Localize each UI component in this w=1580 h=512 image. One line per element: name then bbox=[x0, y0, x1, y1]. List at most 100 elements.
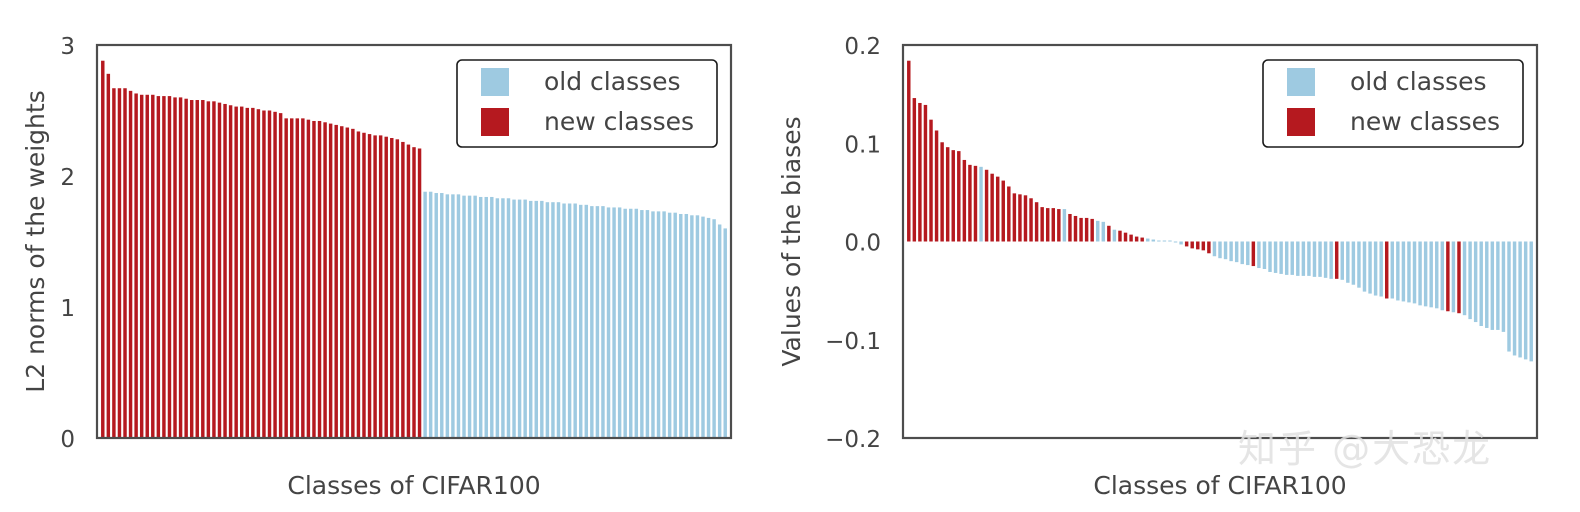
bar-new-class bbox=[417, 148, 422, 439]
bar-new-class bbox=[184, 98, 188, 439]
plot-frame bbox=[901, 43, 1539, 440]
bar-new-class bbox=[1184, 241, 1189, 247]
bar-new-class bbox=[323, 122, 327, 438]
bar-old-class bbox=[562, 203, 566, 438]
bar-old-class bbox=[545, 202, 550, 438]
bar-old-class bbox=[1246, 241, 1250, 266]
bar-new-class bbox=[245, 107, 249, 438]
bar-old-class bbox=[1440, 241, 1445, 311]
bar-old-class bbox=[1262, 241, 1267, 270]
y-tick-label: 0.0 bbox=[844, 231, 881, 257]
bar-old-class bbox=[540, 200, 544, 438]
bar-old-class bbox=[551, 202, 555, 438]
bar-new-class bbox=[290, 118, 294, 439]
bar-new-class bbox=[234, 106, 238, 438]
bar-old-class bbox=[1496, 241, 1500, 330]
bar-old-class bbox=[1368, 241, 1372, 294]
bar-new-class bbox=[1129, 234, 1133, 242]
bar-new-class bbox=[362, 132, 366, 438]
bar-old-class bbox=[1234, 241, 1239, 263]
bar-old-class bbox=[723, 228, 727, 438]
bar-new-class bbox=[1201, 241, 1206, 251]
bar-old-class bbox=[1523, 241, 1528, 360]
bar-new-class bbox=[1446, 241, 1450, 312]
bar-new-class bbox=[317, 120, 322, 438]
bar-new-class bbox=[1045, 208, 1050, 242]
bar-new-class bbox=[995, 176, 1000, 242]
bar-old-class bbox=[1507, 241, 1511, 352]
bar-old-class bbox=[1423, 241, 1428, 307]
bar-old-class bbox=[1323, 241, 1328, 278]
bar-old-class bbox=[590, 206, 594, 438]
bar-new-class bbox=[151, 94, 155, 438]
bar-old-class bbox=[1501, 241, 1506, 332]
bar-old-class bbox=[573, 203, 577, 438]
bar-new-class bbox=[973, 165, 978, 242]
bar-new-class bbox=[351, 128, 355, 438]
bar-new-class bbox=[217, 102, 222, 438]
bar-new-class bbox=[412, 147, 416, 438]
bar-old-class bbox=[451, 194, 455, 438]
bar-old-class bbox=[1473, 241, 1478, 323]
bar-old-class bbox=[423, 191, 427, 438]
legend-label: old classes bbox=[1350, 67, 1487, 96]
bar-old-class bbox=[1357, 241, 1361, 288]
legend-swatch-old bbox=[1287, 68, 1315, 96]
bar-new-class bbox=[340, 126, 344, 438]
bar-old-class bbox=[645, 210, 650, 438]
bar-new-class bbox=[929, 119, 933, 242]
bar-old-class bbox=[651, 211, 655, 438]
bar-new-class bbox=[251, 107, 255, 438]
bar-new-class bbox=[378, 135, 383, 438]
bar-old-class bbox=[673, 212, 677, 438]
bar-new-class bbox=[962, 159, 967, 242]
bar-new-class bbox=[1034, 202, 1039, 242]
bar-old-class bbox=[1240, 241, 1244, 265]
bar-old-class bbox=[1412, 241, 1417, 304]
bars bbox=[907, 60, 1533, 362]
bar-new-class bbox=[1073, 215, 1078, 242]
bar-old-class bbox=[1312, 241, 1317, 277]
bar-new-class bbox=[212, 101, 216, 438]
bar-old-class bbox=[484, 196, 488, 438]
bar-new-class bbox=[1457, 241, 1461, 314]
bar-new-class bbox=[1190, 241, 1194, 249]
bar-new-class bbox=[273, 111, 277, 438]
bar-new-class bbox=[312, 120, 316, 438]
x-axis-label: Classes of CIFAR100 bbox=[1093, 471, 1346, 500]
bar-new-class bbox=[101, 60, 105, 438]
bar-old-class bbox=[623, 208, 627, 438]
bar-old-class bbox=[1162, 240, 1167, 242]
bar-old-class bbox=[1379, 241, 1383, 297]
bar-old-class bbox=[1168, 240, 1172, 242]
bar-old-class bbox=[1429, 241, 1433, 308]
bar-new-class bbox=[1057, 209, 1061, 242]
bar-old-class bbox=[467, 195, 472, 438]
bar-old-class bbox=[1301, 241, 1306, 276]
bar-old-class bbox=[606, 207, 611, 438]
bar-new-class bbox=[1001, 180, 1005, 242]
bar-old-class bbox=[506, 198, 511, 438]
bar-old-class bbox=[1346, 241, 1350, 283]
bar-old-class bbox=[1401, 241, 1406, 302]
bar-new-class bbox=[1385, 241, 1389, 299]
y-axis-label: L2 norms of the weights bbox=[21, 90, 50, 392]
bar-old-class bbox=[1284, 241, 1289, 275]
bar-old-class bbox=[556, 202, 561, 438]
bar-old-class bbox=[1340, 241, 1344, 280]
bar-new-class bbox=[1251, 241, 1256, 267]
bar-old-class bbox=[1146, 238, 1150, 242]
legend-swatch-new bbox=[1287, 108, 1315, 136]
bar-new-class bbox=[139, 94, 144, 438]
bar-old-class bbox=[667, 212, 672, 438]
bar-new-class bbox=[156, 96, 161, 438]
legend-box bbox=[456, 59, 718, 148]
bar-new-class bbox=[239, 106, 244, 438]
bar-old-class bbox=[1179, 241, 1183, 245]
bar-old-class bbox=[428, 191, 433, 438]
bar-old-class bbox=[1518, 241, 1522, 358]
bar-new-class bbox=[1012, 193, 1017, 242]
bar-old-class bbox=[528, 200, 533, 438]
bar-new-class bbox=[189, 100, 194, 439]
